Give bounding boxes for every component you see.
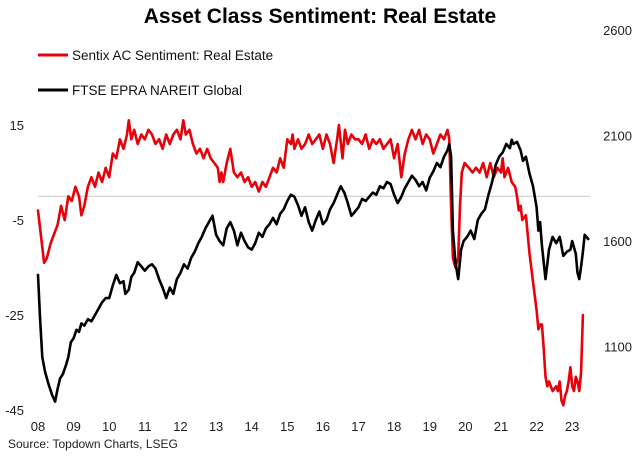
x-tick-label: 18 [387, 419, 401, 434]
x-tick-label: 17 [351, 419, 365, 434]
right-tick-label: 1100 [604, 340, 632, 355]
x-tick-label: 10 [102, 419, 116, 434]
x-tick-label: 14 [244, 419, 258, 434]
left-tick-label: 15 [10, 118, 24, 133]
legend-label-ftse: FTSE EPRA NAREIT Global [72, 83, 242, 98]
left-tick-label: -45 [5, 403, 24, 418]
x-tick-label: 23 [565, 419, 579, 434]
x-tick-label: 16 [316, 419, 330, 434]
x-tick-label: 13 [209, 419, 223, 434]
chart-title: Asset Class Sentiment: Real Estate [144, 5, 496, 28]
x-tick-label: 11 [138, 419, 152, 434]
x-tick-label: 08 [31, 419, 45, 434]
legend-label-sentix: Sentix AC Sentiment: Real Estate [72, 48, 273, 63]
x-tick-label: 15 [280, 419, 294, 434]
left-tick-label: -25 [5, 308, 24, 323]
x-tick-label: 12 [173, 419, 187, 434]
x-tick-label: 20 [458, 419, 472, 434]
x-axis-ticks: 08 09 10 11 12 13 14 15 16 17 18 19 20 2… [31, 419, 580, 434]
left-tick-label: -5 [12, 213, 24, 228]
right-tick-label: 2600 [603, 23, 632, 38]
ftse-epra-nareit-line [36, 138, 590, 403]
x-tick-label: 19 [423, 419, 437, 434]
source-note: Source: Topdown Charts, LSEG [8, 437, 178, 451]
x-tick-label: 22 [529, 419, 543, 434]
x-tick-label: 09 [66, 419, 80, 434]
right-tick-label: 1600 [603, 234, 632, 249]
sentix-sentiment-line [36, 119, 585, 407]
right-tick-label: 2100 [603, 129, 632, 144]
legend: Sentix AC Sentiment: Real Estate FTSE EP… [38, 48, 273, 98]
left-axis-ticks: 15 -5 -25 -45 [5, 118, 24, 418]
x-tick-label: 21 [494, 419, 508, 434]
right-axis-ticks: 2600 2100 1600 1100 [603, 23, 632, 355]
